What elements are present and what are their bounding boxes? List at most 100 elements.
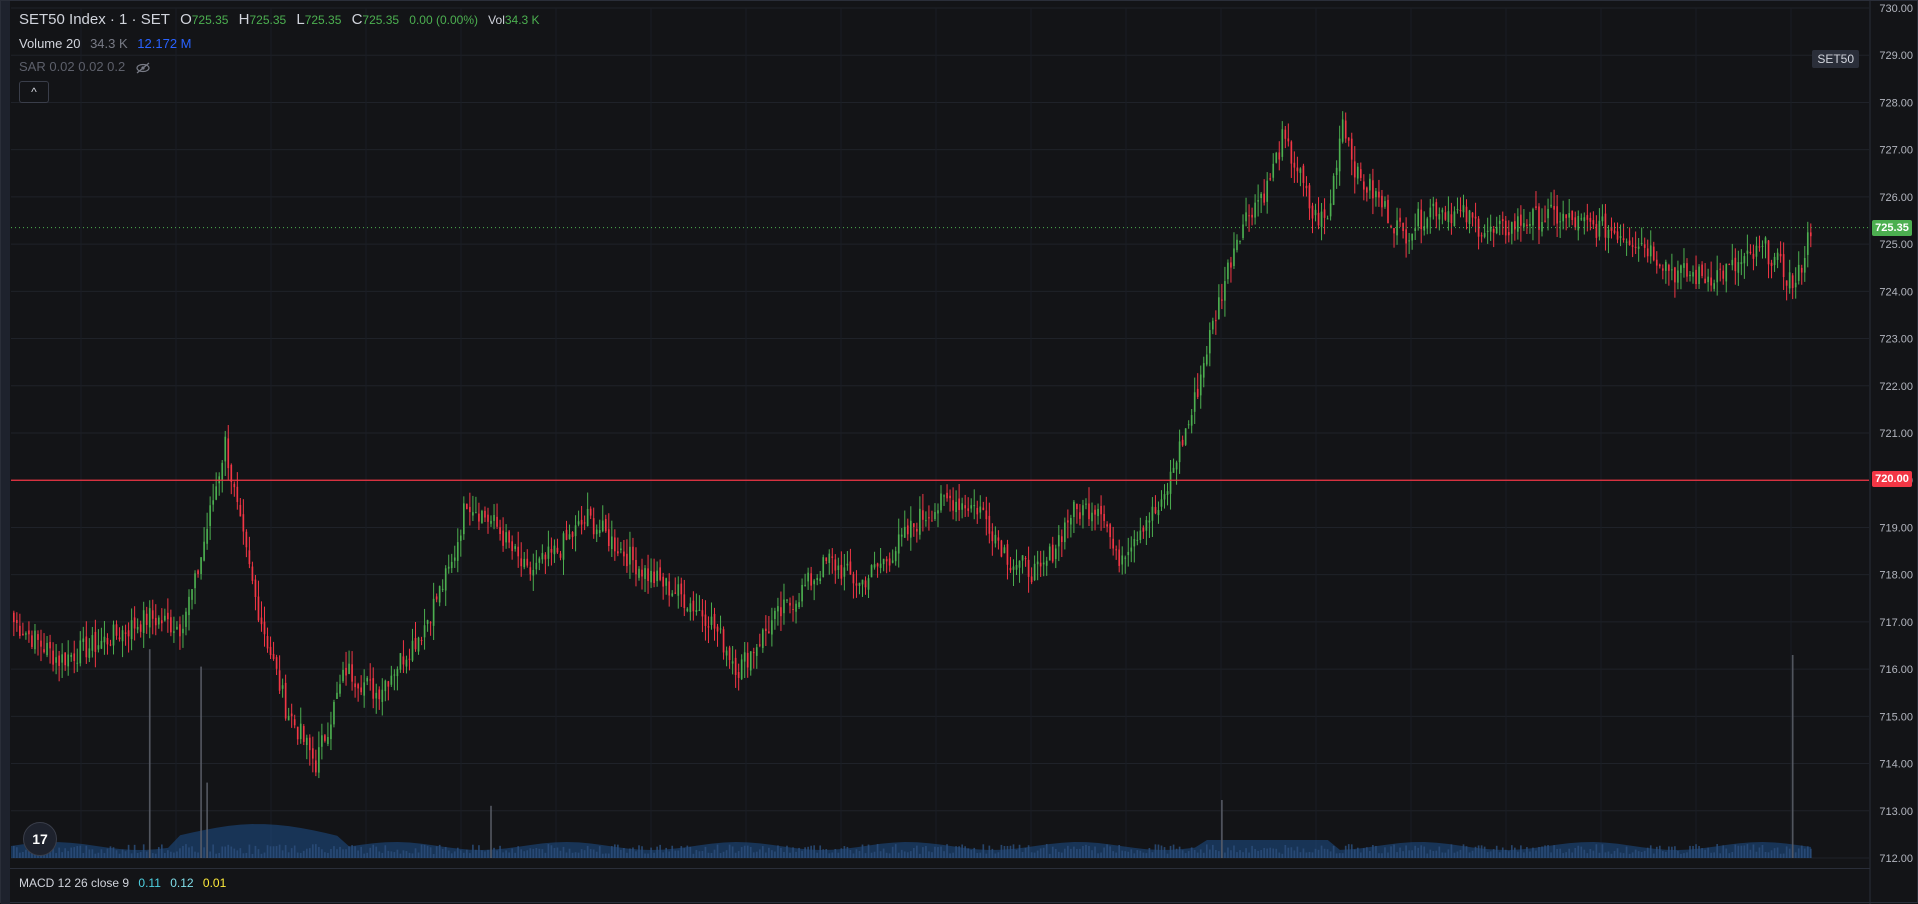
volume-bar [1326,849,1329,858]
candle-body [1284,129,1287,139]
candle-body [263,621,266,635]
candle-body [852,574,855,584]
volume-bar [1520,845,1522,858]
candle-body [828,553,831,563]
volume-bar [1489,851,1492,858]
volume-bar [765,852,767,858]
candle-body [620,548,622,551]
volume-bar [1356,847,1359,858]
volume-bar [837,852,840,858]
candle-body [411,640,414,661]
macd-legend[interactable]: MACD 12 26 close 9 0.11 0.12 0.01 [19,876,232,890]
volume-bar [1797,848,1800,858]
candle-body [728,647,731,661]
candle-body [154,617,157,626]
volume-bar [94,853,97,858]
candle-body [348,663,350,674]
candle-body [1208,330,1211,354]
y-tick-label: 719.00 [1879,522,1913,534]
volume-bar [964,846,967,858]
candles [13,111,1812,779]
volume-bar [1607,851,1610,858]
volume-bar [559,850,562,858]
candle-body [375,692,378,699]
volume-bar [517,846,520,858]
volume-bar [526,850,529,858]
tradingview-logo[interactable]: 17 [23,822,57,856]
candle-body [463,503,465,535]
candle-body [689,603,692,612]
sar-study-legend[interactable]: SAR 0.02 0.02 0.2 [19,59,151,74]
candle-body [858,582,861,586]
volume-bar [1366,847,1368,858]
candle-body [179,624,181,637]
volume-bar [689,846,692,858]
volume-bar [127,844,130,858]
candle-body [1030,576,1033,583]
candle-body [964,505,967,509]
volume-bar [269,846,272,858]
candle-body [254,579,257,597]
candle-body [1317,212,1320,226]
volume-bar [215,853,218,858]
candle-body [1477,218,1480,237]
candle-body [481,510,483,523]
candle-body [644,568,646,579]
candle-body [1254,202,1256,218]
volume-bar [1350,844,1353,858]
pane-divider[interactable] [10,868,1870,869]
volume-bar [1100,852,1102,858]
volume-bar [1658,845,1661,858]
symbol-badge: SET50 [1812,50,1859,68]
candle-body [188,596,190,616]
candle-body [127,630,130,637]
candle-body [363,682,365,696]
volume-bar [1160,845,1163,858]
candle-body [749,651,752,671]
candle-body [843,567,846,577]
y-tick-label: 727.00 [1879,145,1913,157]
hidden-eye-icon[interactable] [135,62,151,74]
volume-bar [1444,852,1447,858]
volume-bar [1725,848,1728,858]
candle-body [1665,261,1667,271]
volume-bar [278,844,281,858]
volume-bar [1728,853,1731,858]
volume-bar [1580,846,1583,858]
candle-body [1211,320,1214,330]
volume-bar [976,853,979,858]
volume-bar [61,852,63,858]
volume-bar [1000,844,1003,858]
volume-bar [601,853,604,858]
volume-bar [1353,849,1356,858]
volume-bar [82,853,85,858]
volume-study-legend[interactable]: Volume 20 34.3 K 12.172 M [19,36,197,51]
collapse-legend-button[interactable]: ^ [19,81,49,103]
volume-bar [755,851,758,858]
candle-body [1411,233,1413,241]
candle-body [1139,530,1142,540]
candle-body [1296,167,1299,172]
candle-body [1039,562,1042,567]
candle-body [502,530,504,546]
volume-bar [173,852,175,858]
candle-body [1266,180,1269,202]
symbol-title[interactable]: SET50 Index · 1 · SET [19,11,170,28]
volume-bar [943,851,945,858]
volume-bar [1202,852,1205,858]
candle-body [1517,216,1519,232]
candle-body [1529,224,1531,226]
candle-body [1740,262,1743,265]
candle-body [1737,262,1740,273]
candle-body [76,662,79,664]
volume-bar [1338,853,1341,858]
candle-body [1441,209,1444,213]
volume-bar [1278,852,1281,858]
volume-bar [1390,846,1392,858]
candle-body [997,537,1000,541]
volume-bar [1263,848,1265,858]
candle-body [1598,220,1601,237]
candle-body [1468,210,1471,224]
candle-body [553,545,556,555]
